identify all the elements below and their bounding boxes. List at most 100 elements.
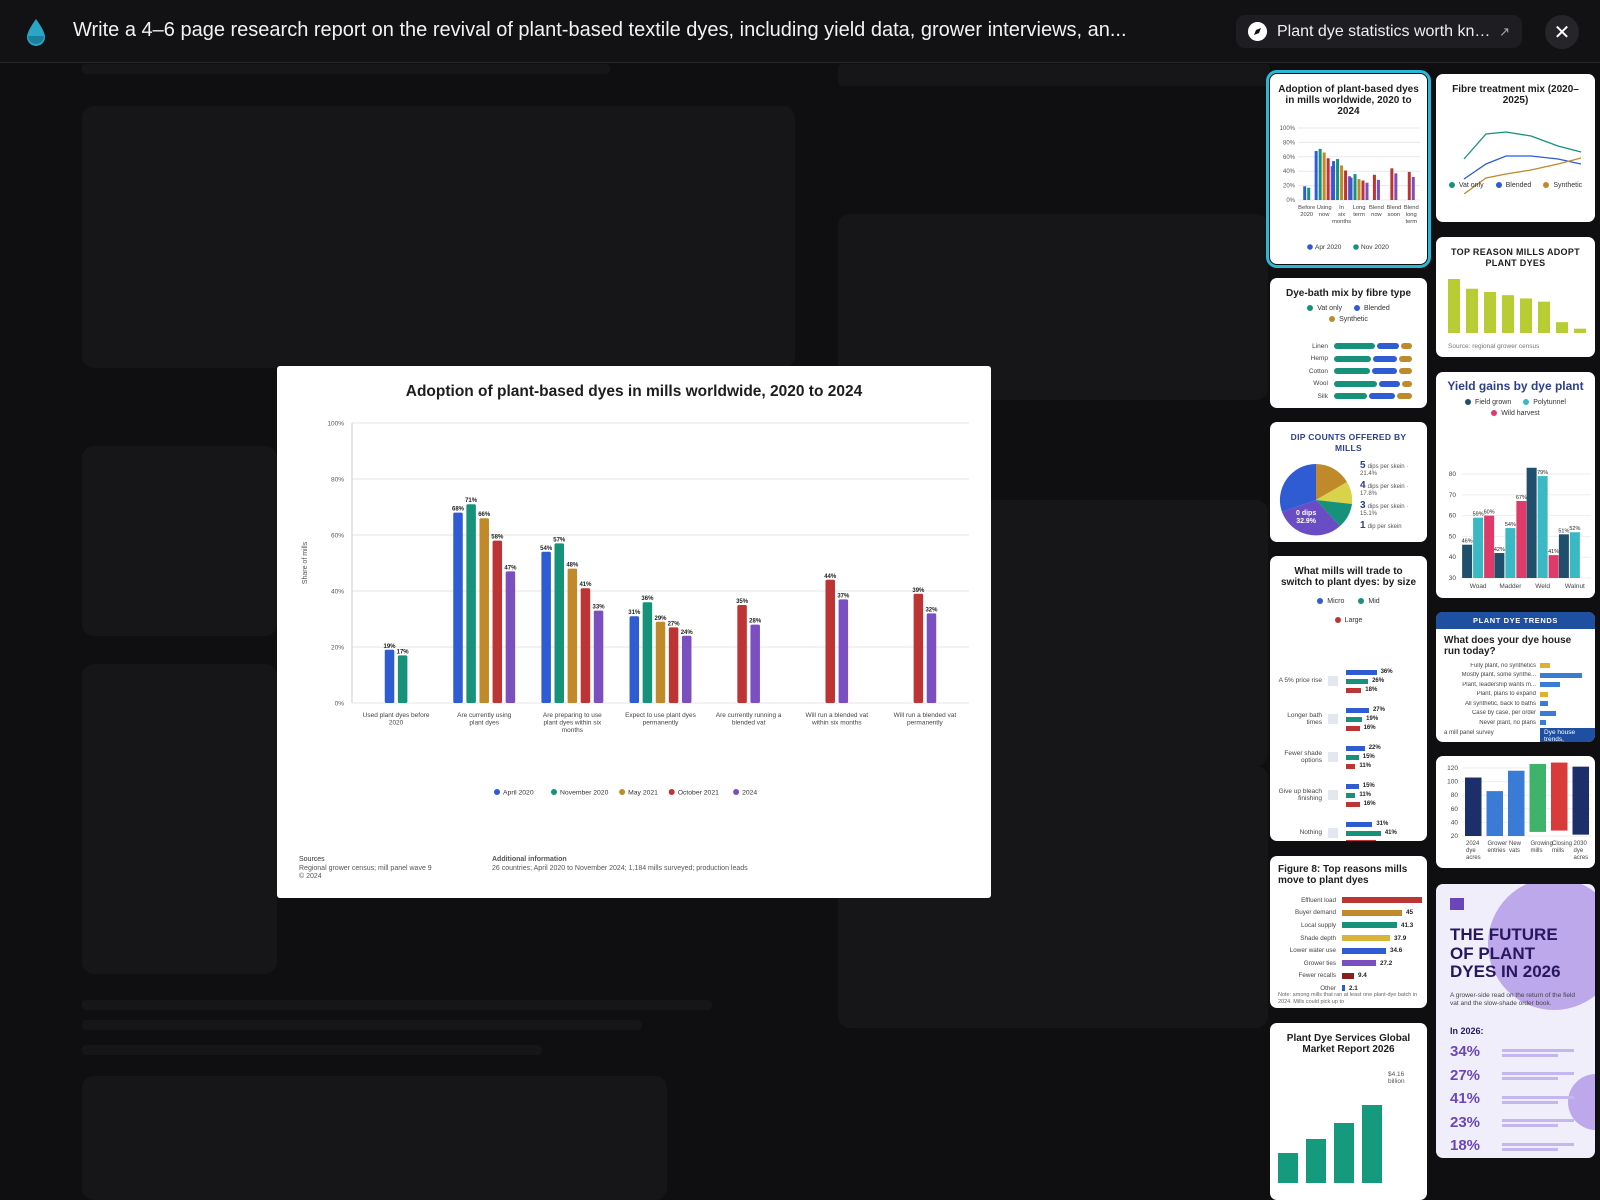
close-button[interactable]: ✕ bbox=[1545, 15, 1579, 49]
tradeoff-row: Give up bleach finishing 15% 11% 16% bbox=[1270, 776, 1427, 814]
bar-segment bbox=[1334, 380, 1377, 387]
thumb-counts[interactable]: 120 100 80 60 40 20 2024 dye acres Grower entries N… bbox=[1436, 756, 1595, 868]
row-marker bbox=[1328, 676, 1338, 686]
bar bbox=[1346, 830, 1381, 836]
dip-desc: dips per skein · 17.8% bbox=[1360, 484, 1409, 497]
tradeoff-row: Longer bath times 27% 19% 16% bbox=[1270, 700, 1427, 738]
bar bbox=[1558, 534, 1569, 578]
bar bbox=[1318, 148, 1322, 200]
thumb-future[interactable]: THE FUTURE OF PLANT DYES IN 2026 A growe… bbox=[1436, 884, 1595, 1158]
future-stat-row: 23% bbox=[1450, 1111, 1590, 1135]
bar-value-label: 29% bbox=[654, 616, 667, 622]
thumb-fig8[interactable]: Figure 8: Top reasons mills move to plan… bbox=[1270, 856, 1427, 1008]
x-tick-label: Grower entries bbox=[1488, 841, 1508, 854]
x-tick-label: Are preparing to use plant dyes within si… bbox=[543, 712, 602, 734]
bar-value-label: 68% bbox=[452, 507, 465, 513]
tradeoff-row: Nothing 31% 41% bbox=[1270, 814, 1427, 841]
market-value: $4.16 billion bbox=[1388, 1071, 1405, 1085]
bar bbox=[1390, 168, 1394, 200]
legend-item: Synthetic bbox=[1339, 316, 1368, 323]
legend-label: May 2021 bbox=[628, 790, 658, 797]
bar-value-label: 45 bbox=[1406, 909, 1414, 917]
thumb-adoption[interactable]: Adoption of plant-based dyes in mills wo… bbox=[1266, 70, 1431, 268]
bar-line: 27% bbox=[1346, 706, 1385, 715]
bar-line: 41% bbox=[1346, 829, 1397, 838]
bar-value-label: 19% bbox=[1366, 716, 1379, 722]
dip-item: 3 dips per skein · 15.1% bbox=[1360, 501, 1426, 518]
bar bbox=[1340, 165, 1344, 200]
bar-segment bbox=[1334, 355, 1371, 362]
thumb-yield[interactable]: Yield gains by dye plant Field grown Pol… bbox=[1436, 372, 1595, 598]
bar bbox=[1572, 766, 1589, 835]
row-label: Shade depth bbox=[1300, 934, 1336, 942]
bar bbox=[913, 593, 924, 703]
thumb-market-chart bbox=[1278, 1105, 1382, 1183]
thumb-dip-counts[interactable]: DIP COUNTS OFFERED BY MILLS 0 dips 32.9% … bbox=[1270, 422, 1427, 542]
row-marker bbox=[1328, 790, 1338, 800]
thumb-tradeoff[interactable]: What mills will trade to switch to plant… bbox=[1270, 556, 1427, 841]
fig8-row: Shade depth 37.9 bbox=[1270, 932, 1427, 945]
future-stat-value: 23% bbox=[1450, 1113, 1481, 1131]
y-tick-label: 60 bbox=[1449, 513, 1457, 520]
bar-value-label: 32% bbox=[925, 607, 938, 613]
main-bar-chart: 0% 20% 40% 60% 80% 100% Share of mills 19%17% Us… bbox=[302, 421, 969, 797]
bar-value-label: 42% bbox=[1494, 547, 1505, 553]
fig8-row: Grower ties 27.2 bbox=[1270, 957, 1427, 970]
bar bbox=[593, 610, 604, 703]
source-link-pill[interactable]: Plant dye statistics worth kno... ↗ bbox=[1236, 15, 1522, 48]
bar-value-label: 11% bbox=[1359, 792, 1372, 798]
thumb-source: Source: regional grower census bbox=[1448, 343, 1540, 350]
y-tick-label: 20% bbox=[331, 645, 344, 652]
bar bbox=[655, 621, 666, 703]
bar-value-label: 16% bbox=[1363, 801, 1376, 807]
row-label: A 5% price rise bbox=[1278, 677, 1322, 685]
legend-label: Nov 2020 bbox=[1361, 244, 1389, 251]
thumb-title: Adoption of plant-based dyes in mills wo… bbox=[1278, 84, 1419, 117]
bar bbox=[926, 613, 937, 703]
thumb-dyebath[interactable]: Dye-bath mix by fibre type Vat only Blen… bbox=[1270, 278, 1427, 408]
bar bbox=[1526, 467, 1537, 578]
thumb-fibre-mix[interactable]: Fibre treatment mix (2020–2025) Vat only… bbox=[1436, 74, 1595, 222]
future-stat-lines bbox=[1502, 1047, 1574, 1057]
legend-item: Micro bbox=[1327, 598, 1345, 605]
tradeoff-row: A 5% price rise 36% 26% 18% bbox=[1270, 662, 1427, 700]
fig8-row: Effluent load bbox=[1270, 894, 1427, 907]
x-tick-label: In six months bbox=[1332, 205, 1351, 225]
bar bbox=[629, 616, 640, 703]
legend-swatch bbox=[551, 789, 557, 795]
bar bbox=[1346, 783, 1359, 789]
thumb-top-reason[interactable]: TOP REASON MILLS ADOPT PLANT DYES Source… bbox=[1436, 237, 1595, 357]
trends-banner: PLANT DYE TRENDS bbox=[1436, 612, 1595, 629]
bar bbox=[1537, 476, 1548, 578]
bar-value-label: 54% bbox=[1505, 522, 1516, 528]
x-tick-label: Blend soon bbox=[1386, 205, 1401, 218]
x-tick-label: Madder bbox=[1499, 583, 1522, 590]
bar bbox=[397, 655, 408, 703]
row-label: Case by case, per order bbox=[1471, 710, 1536, 717]
sources-text: Regional grower census; mill panel wave … bbox=[299, 864, 432, 872]
source-link-label: Plant dye statistics worth kno... bbox=[1277, 22, 1494, 40]
thumb-market[interactable]: Plant Dye Services Global Market Report … bbox=[1270, 1023, 1427, 1200]
bar-value-label: 16% bbox=[1363, 725, 1376, 731]
legend-swatch bbox=[733, 789, 740, 795]
bar bbox=[681, 635, 692, 703]
y-tick-label: 60% bbox=[331, 533, 344, 540]
bar bbox=[505, 571, 516, 703]
pie-center-label: 0 dips 32.9% bbox=[1296, 510, 1316, 526]
y-tick-label: 100% bbox=[327, 421, 344, 428]
bar bbox=[1574, 328, 1586, 333]
bar-line: 26% bbox=[1346, 677, 1393, 686]
stacked-bar bbox=[1334, 380, 1412, 387]
bar bbox=[1365, 182, 1369, 200]
bar bbox=[1314, 151, 1318, 200]
bar-value-label: 41% bbox=[1384, 830, 1397, 836]
thumb-yield-chart: 80 70 60 50 40 30 46% 59% 60% Woad 42% 54% 67% Madder… bbox=[1449, 466, 1591, 590]
future-stat-value: 27% bbox=[1450, 1066, 1481, 1084]
bar bbox=[1540, 672, 1582, 678]
fig8-row: Local supply 41.3 bbox=[1270, 919, 1427, 932]
bar bbox=[1520, 298, 1532, 333]
y-tick-label: 100% bbox=[1280, 126, 1296, 132]
bar-value-label: 37% bbox=[837, 593, 850, 599]
row-marker bbox=[1328, 828, 1338, 838]
thumb-trends[interactable]: PLANT DYE TRENDS What does your dye hous… bbox=[1436, 612, 1595, 742]
